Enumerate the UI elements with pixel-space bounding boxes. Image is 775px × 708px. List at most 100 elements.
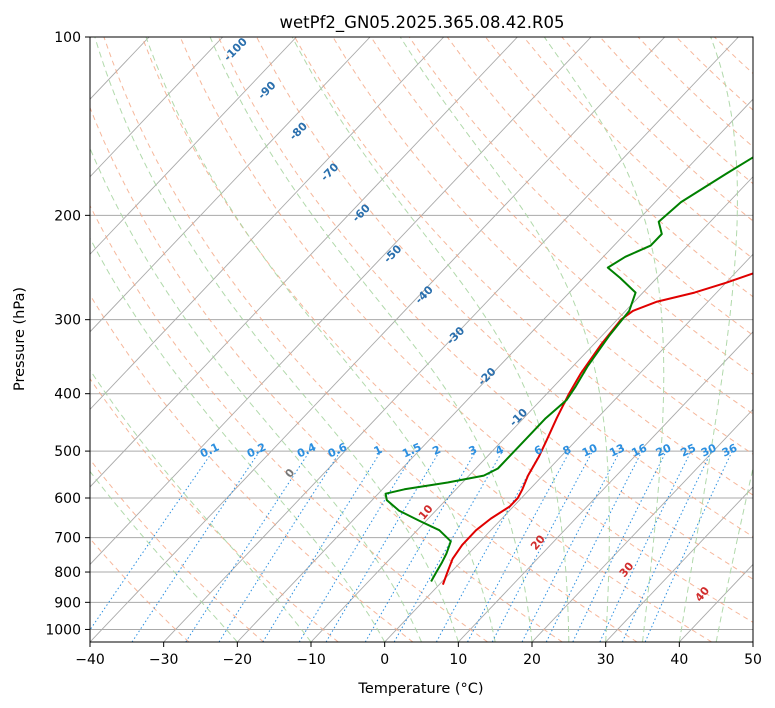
y-tick-label: 400 bbox=[54, 387, 81, 403]
dry-adiabat-line bbox=[179, 37, 753, 623]
mixing-ratio-line bbox=[185, 450, 311, 642]
x-axis-title: Temperature (°C) bbox=[357, 681, 483, 697]
dry-adiabat-line bbox=[561, 37, 753, 222]
dry-adiabat-line bbox=[332, 37, 753, 455]
dry-adiabat-label: -100 bbox=[221, 35, 250, 64]
isotherm-line bbox=[90, 37, 371, 333]
y-axis-title: Pressure (hPa) bbox=[12, 287, 28, 391]
mixing-ratio-line bbox=[644, 450, 733, 642]
x-tick-label: −40 bbox=[75, 652, 105, 668]
moist-adiabat-line bbox=[209, 37, 533, 642]
isotherm-line bbox=[163, 37, 739, 642]
y-tick-label: 800 bbox=[54, 565, 81, 581]
plot-frame bbox=[89, 36, 754, 643]
mixing-ratio-line bbox=[298, 450, 416, 642]
y-tick-label: 100 bbox=[54, 30, 81, 46]
x-tick-label: 40 bbox=[670, 652, 688, 668]
chart-title: wetPf2_GN05.2025.365.08.42.R05 bbox=[280, 13, 565, 33]
dry-adiabat-label: -10 bbox=[507, 406, 530, 429]
dry-adiabat-label: -20 bbox=[475, 365, 498, 388]
mixing-ratio-label: 10 bbox=[580, 441, 600, 459]
mixing-ratio-line bbox=[599, 450, 692, 642]
x-tick-label: 10 bbox=[449, 652, 467, 668]
dry-adiabat-label: -40 bbox=[413, 283, 436, 306]
mixing-ratio-label: 16 bbox=[630, 441, 650, 459]
mixing-ratio-line bbox=[325, 450, 441, 642]
mixing-ratio-label: 0.1 bbox=[198, 440, 221, 460]
x-tick-label: −20 bbox=[223, 652, 253, 668]
isotherm-line bbox=[458, 331, 753, 642]
mixing-ratio-line bbox=[435, 450, 542, 642]
dry-adiabat-line bbox=[90, 377, 339, 642]
mixing-ratio-label: 6 bbox=[532, 443, 545, 458]
dry-adiabat-line bbox=[637, 37, 753, 148]
mixing-ratio-label: 2 bbox=[430, 443, 442, 458]
dry-adiabat-line bbox=[408, 37, 753, 375]
dry-adiabat-line bbox=[141, 37, 712, 642]
dry-adiabat-line bbox=[90, 204, 488, 642]
isotherm-line bbox=[90, 37, 666, 642]
dry-adiabat-line bbox=[90, 106, 563, 642]
x-tick-label: 0 bbox=[380, 652, 389, 668]
isotherm-line bbox=[310, 176, 753, 642]
plot-series bbox=[384, 156, 753, 585]
moist-adiabat-line bbox=[90, 470, 238, 642]
dry-adiabat-line bbox=[90, 293, 414, 642]
y-tick-label: 500 bbox=[54, 444, 81, 460]
dry-adiabat-line bbox=[256, 37, 753, 538]
mixing-ratio-line bbox=[393, 450, 503, 642]
moist-adiabat-line bbox=[715, 466, 753, 642]
x-tick-label: −10 bbox=[296, 652, 326, 668]
mixing-ratio-label: 3 bbox=[467, 443, 479, 458]
moist-adiabat-line bbox=[678, 37, 738, 642]
axes: −40 −30 −20 −10 0 10 20 30 40 5010020030040050060… bbox=[45, 30, 762, 668]
mixing-ratio-label: 0.6 bbox=[326, 440, 349, 460]
mixing-ratio-label: 30 bbox=[699, 441, 719, 459]
isotherm-line bbox=[237, 98, 753, 642]
moist-adiabat-line bbox=[94, 37, 459, 642]
moist-adiabat-label: 0 bbox=[283, 466, 298, 480]
moist-adiabat-line bbox=[543, 37, 665, 642]
y-tick-label: 200 bbox=[54, 208, 81, 224]
dry-adiabat-label: -80 bbox=[287, 119, 310, 142]
mixing-ratio-label: 13 bbox=[607, 441, 626, 459]
isotherm-line bbox=[531, 408, 753, 642]
moist-adiabat-line bbox=[145, 37, 496, 642]
isotherm-line bbox=[90, 37, 592, 566]
isotherm-line bbox=[752, 641, 753, 642]
dry-adiabat-line bbox=[752, 37, 753, 39]
mixing-ratio-line bbox=[131, 450, 261, 642]
isotherm-line bbox=[679, 563, 753, 642]
mixing-ratio-label: 1 bbox=[372, 443, 384, 458]
mixing-ratio-line bbox=[218, 450, 341, 642]
isotherm-line bbox=[0, 37, 2, 642]
isotherm-line bbox=[90, 37, 224, 178]
moist-adiabat-line bbox=[291, 37, 570, 642]
dry-adiabat-label: -50 bbox=[381, 242, 404, 265]
isotherm-line bbox=[384, 253, 753, 642]
sounding-series-1 bbox=[441, 272, 753, 585]
y-tick-label: 600 bbox=[54, 491, 81, 507]
y-tick-label: 1000 bbox=[45, 622, 81, 638]
dry-adiabat-label: -60 bbox=[350, 201, 373, 224]
mixing-ratio-label: 20 bbox=[654, 441, 674, 459]
dry-adiabat-line bbox=[714, 37, 753, 75]
mixing-ratio-label: 0.2 bbox=[245, 440, 268, 460]
mixing-ratio-label: 0.4 bbox=[295, 440, 318, 460]
moist-adiabat-label: 30 bbox=[617, 559, 637, 579]
moist-adiabat-line bbox=[90, 237, 386, 642]
mixing-ratio-line bbox=[90, 450, 214, 631]
x-tick-label: 20 bbox=[523, 652, 541, 668]
dry-adiabat-line bbox=[599, 37, 753, 185]
y-tick-label: 700 bbox=[54, 531, 81, 547]
dry-adiabat-line bbox=[523, 37, 753, 260]
dry-adiabat-label: -70 bbox=[318, 160, 341, 183]
mixing-ratio-line bbox=[545, 450, 643, 642]
isotherm-line bbox=[90, 37, 445, 411]
mixing-ratio-line bbox=[262, 450, 382, 642]
moist-adiabat-label: 10 bbox=[416, 502, 436, 522]
x-tick-label: 50 bbox=[744, 652, 762, 668]
dry-adiabat-label: -30 bbox=[444, 324, 467, 347]
moist-adiabat-line bbox=[399, 37, 610, 642]
